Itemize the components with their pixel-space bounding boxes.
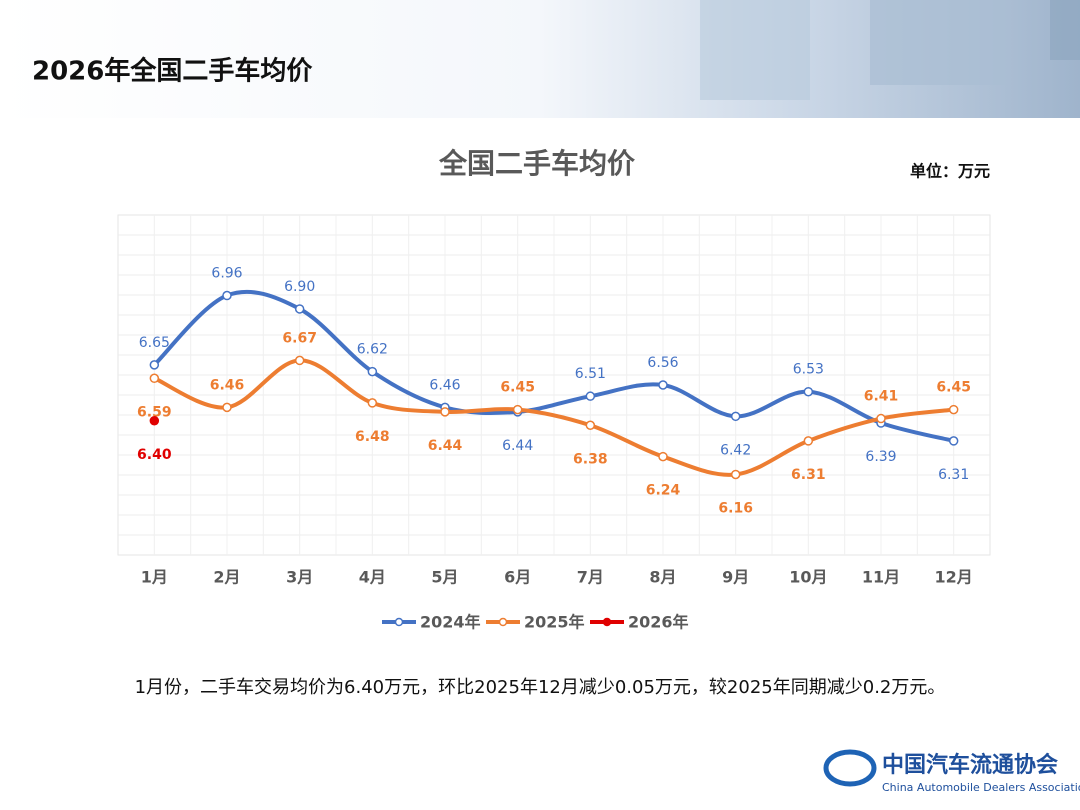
data-label: 6.31 (791, 467, 826, 483)
x-tick-label: 2月 (213, 568, 240, 587)
x-tick-label: 11月 (862, 568, 900, 587)
data-label: 6.16 (718, 500, 753, 516)
data-point (948, 436, 959, 446)
data-label: 6.41 (864, 389, 899, 405)
data-label: 6.65 (139, 335, 170, 351)
data-label: 6.59 (137, 404, 172, 420)
data-label: 6.96 (211, 266, 242, 282)
logo-icon (823, 749, 877, 787)
data-label: 6.39 (865, 449, 896, 465)
data-point (730, 469, 741, 480)
data-label: 6.45 (500, 380, 535, 396)
x-tick-label: 4月 (359, 568, 386, 587)
legend-dot (394, 617, 404, 627)
header-decor (870, 0, 1010, 85)
x-tick-label: 6月 (504, 568, 531, 587)
data-label: 6.56 (647, 355, 678, 371)
x-tick-label: 1月 (141, 568, 168, 587)
data-point (876, 413, 886, 424)
unit-label: 单位：万元 (910, 162, 990, 181)
data-point (367, 398, 378, 408)
data-point (730, 411, 741, 422)
data-label: 6.38 (573, 451, 608, 467)
logo-name: 中国汽车流通协会 (882, 752, 1058, 778)
legend-dot (498, 617, 508, 627)
data-label: 6.46 (429, 377, 460, 393)
legend-label: 2024年 (420, 613, 481, 632)
x-tick-label: 3月 (286, 568, 313, 587)
data-point (512, 404, 523, 415)
data-label: 6.90 (284, 279, 315, 295)
legend-label: 2026年 (628, 613, 689, 632)
data-point (367, 366, 378, 377)
data-point (440, 407, 450, 417)
chart-title: 全国二手车均价 (438, 147, 636, 180)
x-tick-label: 7月 (577, 568, 604, 587)
data-point (948, 404, 959, 415)
data-point (294, 304, 305, 314)
data-point (803, 436, 814, 446)
note: 1月份，二手车交易均价为6.40万元，环比2025年12月减少0.05万元，较2… (135, 677, 946, 698)
data-point (149, 360, 160, 370)
data-label: 6.46 (210, 377, 245, 393)
data-point (222, 402, 232, 413)
data-label: 6.44 (502, 438, 533, 454)
header-decor (700, 0, 810, 100)
legend-dot (602, 617, 612, 627)
logo-subtitle: China Automobile Dealers Association (882, 781, 1080, 794)
data-label: 6.51 (575, 366, 606, 382)
data-label: 6.24 (646, 483, 681, 499)
data-point (658, 451, 668, 462)
x-tick-label: 8月 (649, 568, 676, 587)
data-point (658, 380, 668, 390)
data-point (149, 416, 160, 426)
data-label: 6.53 (793, 362, 824, 378)
data-label: 6.62 (357, 342, 388, 358)
x-tick-label: 10月 (789, 568, 827, 587)
data-label: 6.40 (137, 447, 172, 463)
x-tick-label: 5月 (431, 568, 458, 587)
data-point (803, 386, 814, 397)
header-decor (1050, 0, 1080, 60)
data-point (222, 290, 232, 301)
data-label: 6.45 (936, 380, 971, 396)
data-point (149, 373, 160, 384)
series-line (152, 290, 955, 443)
data-label: 6.48 (355, 429, 390, 445)
page-title: 2026年全国二手车均价 (32, 56, 313, 87)
data-label: 6.42 (720, 442, 751, 458)
data-label: 6.31 (938, 467, 969, 483)
data-label: 6.67 (282, 330, 317, 346)
data-point (585, 420, 596, 431)
legend-label: 2025年 (524, 613, 585, 632)
data-point (294, 355, 305, 366)
data-point (585, 391, 596, 401)
x-tick-label: 9月 (722, 568, 749, 587)
data-label: 6.44 (428, 438, 463, 454)
x-tick-label: 12月 (935, 568, 973, 587)
